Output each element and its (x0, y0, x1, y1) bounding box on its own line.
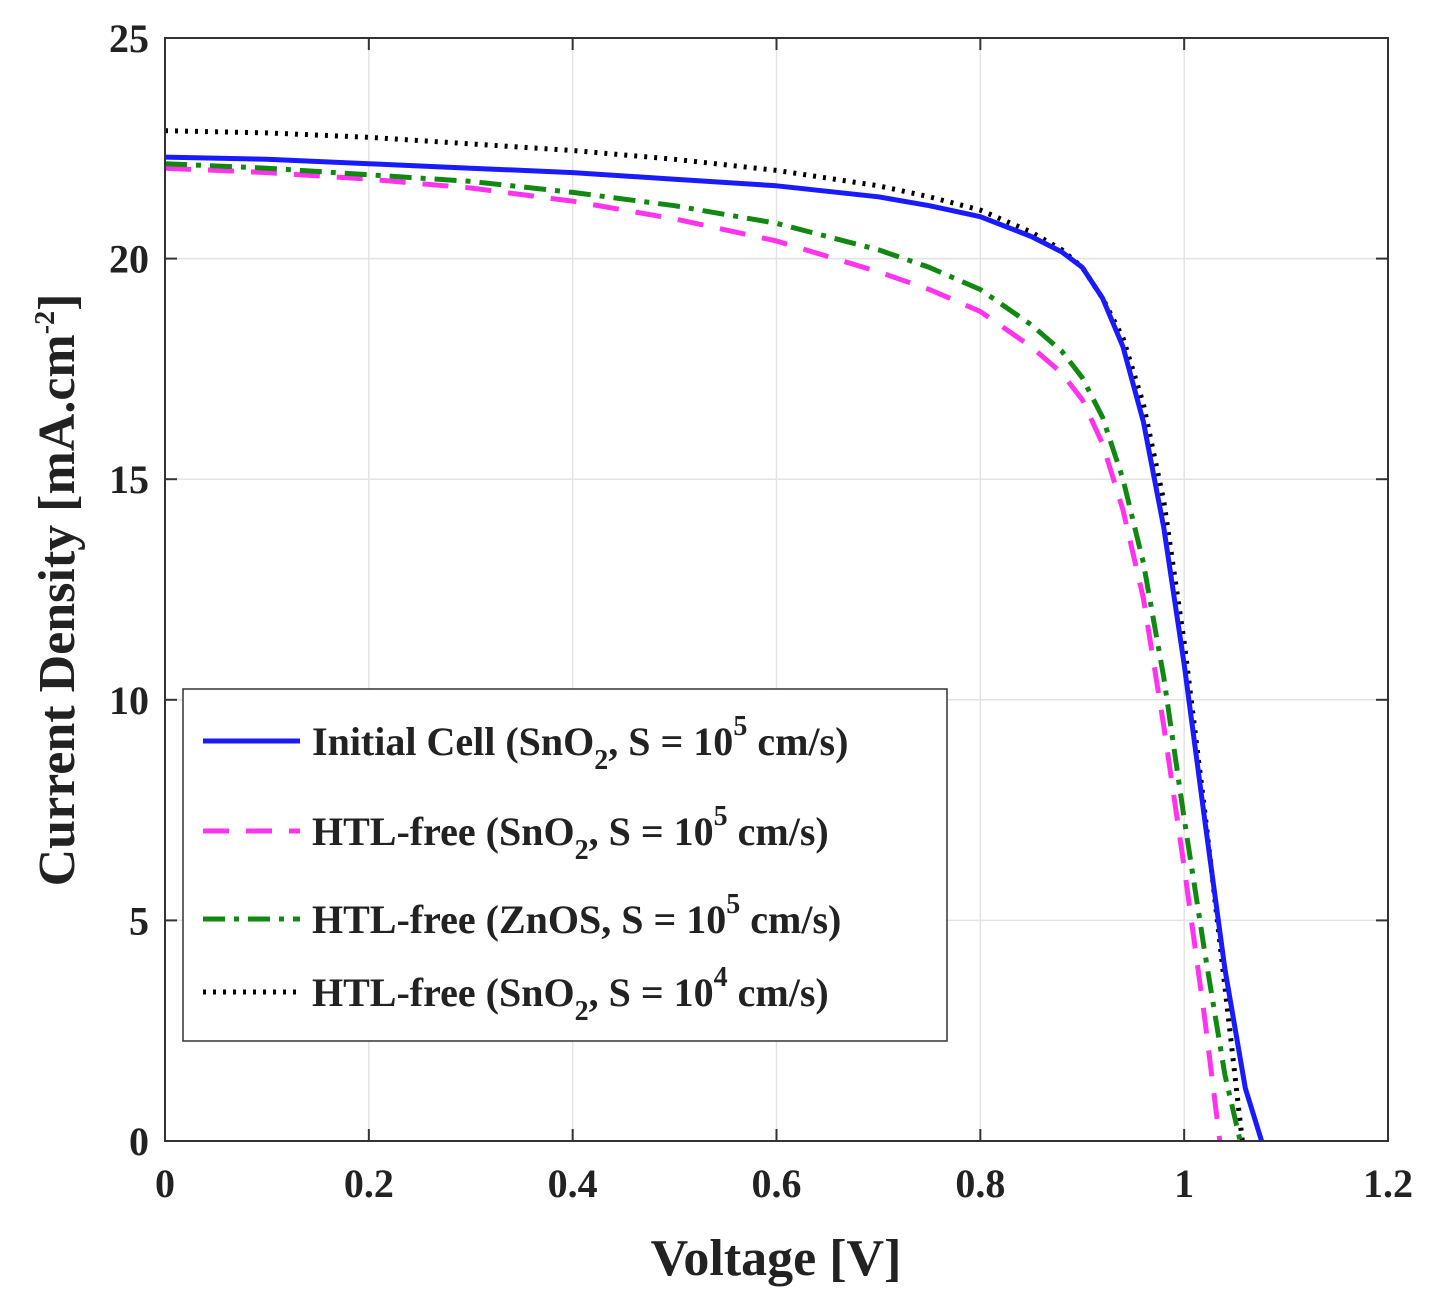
series-line-4 (164, 128, 1245, 1142)
legend-label-1: Initial Cell (SnO2, S = 105 cm/s) (312, 711, 848, 776)
y-tick-label: 20 (109, 237, 149, 282)
y-axis-label-text: Current Density [mA.cm (29, 334, 86, 886)
y-axis-label: Current Density [mA.cm-2] (29, 294, 86, 887)
y-tick-label: 0 (129, 1119, 149, 1164)
x-tick-label: 1.2 (1363, 1161, 1413, 1206)
legend-label-4: HTL-free (SnO2, S = 104 cm/s) (312, 962, 829, 1027)
y-tick-label: 25 (109, 16, 149, 61)
x-tick-label: 0.2 (344, 1161, 394, 1206)
legend: Initial Cell (SnO2, S = 105 cm/s) HTL-fre… (182, 688, 948, 1042)
x-tick-label: 0.8 (955, 1161, 1005, 1206)
series-line-1 (164, 154, 1264, 1142)
legend-label-2: HTL-free (SnO2, S = 105 cm/s) (312, 801, 829, 866)
y-tick-label: 15 (109, 457, 149, 502)
ticks: 0 0.2 0.4 0.6 0.8 1 1.2 0 5 10 15 20 25 (109, 16, 1413, 1206)
series-line-2 (164, 165, 1223, 1142)
x-tick-label: 1 (1174, 1161, 1194, 1206)
y-axis-label-close: ] (29, 294, 86, 311)
legend-box (182, 688, 948, 1042)
y-tick-label: 5 (129, 898, 149, 943)
y-axis-label-sup: -2 (30, 311, 61, 334)
x-tick-label: 0.4 (548, 1161, 598, 1206)
series-layer (164, 128, 1264, 1142)
legend-label-3: HTL-free (ZnOS, S = 105 cm/s) (312, 889, 841, 942)
x-tick-label: 0.6 (752, 1161, 802, 1206)
x-tick-label: 0 (155, 1161, 175, 1206)
x-axis-label: Voltage [V] (651, 1230, 902, 1287)
y-tick-label: 10 (109, 678, 149, 723)
